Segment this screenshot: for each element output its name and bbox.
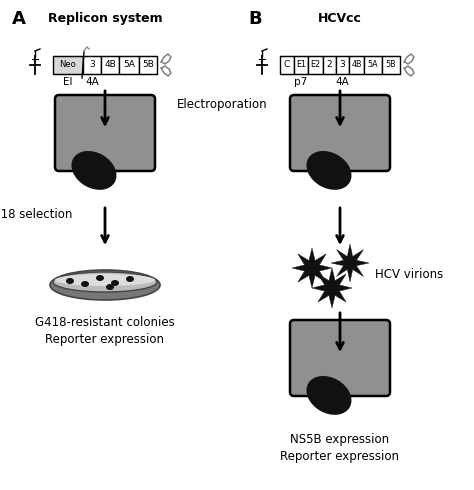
- FancyBboxPatch shape: [290, 320, 390, 396]
- Bar: [280, 56, 294, 74]
- Text: Replicon system: Replicon system: [48, 12, 162, 25]
- Text: 4B: 4B: [351, 60, 362, 70]
- Text: G418-resistant colonies
Reporter expression: G418-resistant colonies Reporter express…: [35, 316, 175, 346]
- Text: 4B: 4B: [104, 60, 116, 70]
- Polygon shape: [331, 244, 369, 282]
- Text: 3: 3: [89, 60, 95, 70]
- Text: p7: p7: [294, 77, 308, 87]
- Ellipse shape: [111, 280, 119, 286]
- Text: 5A: 5A: [368, 60, 378, 70]
- FancyBboxPatch shape: [55, 95, 155, 171]
- Ellipse shape: [306, 376, 352, 415]
- Bar: [83, 56, 101, 74]
- Ellipse shape: [96, 275, 104, 281]
- Text: HCVcc: HCVcc: [318, 12, 362, 25]
- Text: G418 selection: G418 selection: [0, 209, 72, 221]
- Text: 2: 2: [327, 60, 332, 70]
- Ellipse shape: [72, 151, 117, 190]
- Text: 4A: 4A: [85, 77, 99, 87]
- Bar: [308, 56, 323, 74]
- Text: 5B: 5B: [142, 60, 154, 70]
- Text: E1: E1: [296, 60, 306, 70]
- Ellipse shape: [53, 272, 157, 292]
- Polygon shape: [292, 248, 332, 288]
- Bar: [119, 56, 139, 74]
- Ellipse shape: [55, 274, 155, 286]
- Text: Electroporation: Electroporation: [177, 98, 268, 112]
- Ellipse shape: [66, 278, 74, 284]
- Text: Neo: Neo: [60, 60, 76, 70]
- Bar: [382, 56, 400, 74]
- Bar: [323, 56, 336, 74]
- FancyBboxPatch shape: [290, 95, 390, 171]
- Text: A: A: [12, 10, 26, 28]
- Text: NS5B expression
Reporter expression: NS5B expression Reporter expression: [281, 433, 400, 463]
- Bar: [53, 56, 83, 74]
- Bar: [336, 56, 349, 74]
- Ellipse shape: [106, 284, 114, 290]
- Text: E2: E2: [310, 60, 320, 70]
- Bar: [349, 56, 364, 74]
- Bar: [364, 56, 382, 74]
- Bar: [101, 56, 119, 74]
- Ellipse shape: [50, 270, 160, 300]
- Text: HCV virions: HCV virions: [375, 269, 443, 281]
- Text: B: B: [248, 10, 262, 28]
- Bar: [294, 56, 308, 74]
- Bar: [139, 56, 157, 74]
- Polygon shape: [312, 268, 352, 308]
- Text: C: C: [284, 60, 290, 70]
- Ellipse shape: [306, 151, 352, 190]
- Text: 5A: 5A: [123, 60, 135, 70]
- Text: 4A: 4A: [336, 77, 349, 87]
- Text: 3: 3: [340, 60, 346, 70]
- Text: EI: EI: [63, 77, 73, 87]
- Text: 5B: 5B: [386, 60, 396, 70]
- Ellipse shape: [81, 281, 89, 287]
- Ellipse shape: [126, 276, 134, 282]
